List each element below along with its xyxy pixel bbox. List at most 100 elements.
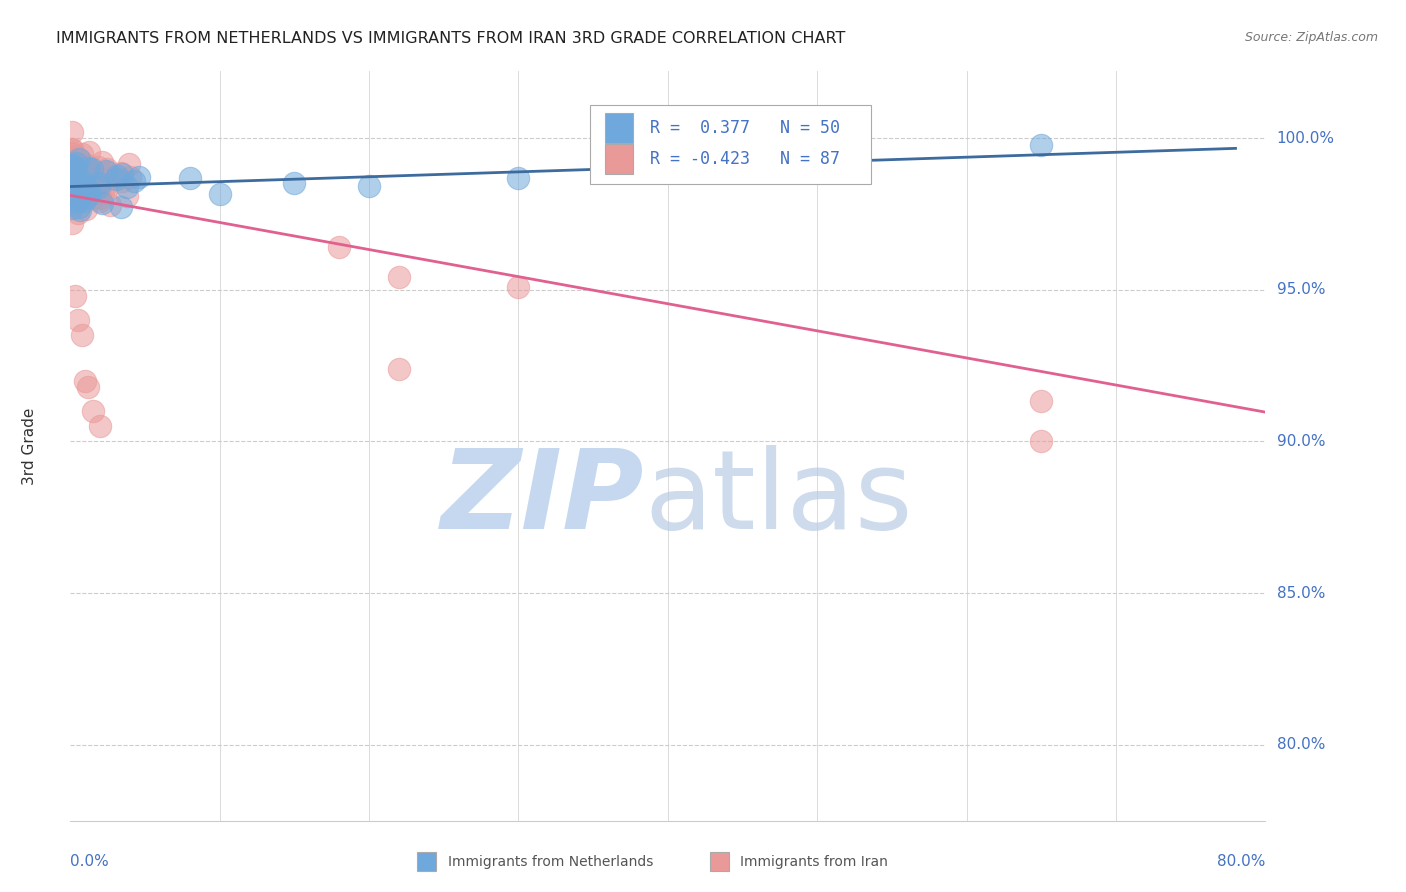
Point (65, 161, 87, 176)
Point (77, 183, 100, 197)
Point (69, 153, 91, 168)
Text: Source: ZipAtlas.com: Source: ZipAtlas.com (1244, 31, 1378, 45)
Point (359, 178, 381, 193)
Point (83, 173, 105, 187)
Point (89, 194, 111, 209)
Point (75, 181, 97, 195)
Point (508, 171, 530, 186)
Point (60, 202, 83, 216)
Point (60, 146, 83, 161)
Point (60, 150, 83, 164)
Point (62, 184, 84, 198)
Point (72, 147, 94, 161)
Point (62, 185, 84, 199)
Point (63, 164, 86, 178)
Text: R = -0.423   N = 87: R = -0.423 N = 87 (650, 150, 839, 168)
Point (60, 184, 83, 198)
Bar (418, 853, 436, 871)
Point (87, 176, 110, 190)
Point (80, 186, 103, 201)
Point (69, 188, 91, 202)
Point (66, 206, 89, 220)
Text: IMMIGRANTS FROM NETHERLANDS VS IMMIGRANTS FROM IRAN 3RD GRADE CORRELATION CHART: IMMIGRANTS FROM NETHERLANDS VS IMMIGRANT… (56, 31, 845, 46)
Point (62, 181, 84, 195)
Text: 100.0%: 100.0% (1277, 130, 1334, 145)
Point (60, 153, 83, 167)
Point (62, 172, 84, 186)
Point (111, 167, 134, 181)
Text: ZIP: ZIP (440, 445, 644, 552)
Point (89, 179, 111, 194)
Point (94, 182, 117, 196)
Text: Immigrants from Netherlands: Immigrants from Netherlands (449, 855, 654, 869)
Point (66, 177, 89, 191)
Point (120, 170, 141, 185)
Point (66, 192, 89, 206)
Point (67, 186, 90, 201)
Point (67, 184, 90, 198)
Point (60, 168, 83, 182)
Point (65, 174, 87, 188)
Text: 3rd Grade: 3rd Grade (22, 408, 37, 484)
Point (328, 240, 350, 254)
Point (60, 125, 83, 139)
Point (179, 171, 201, 186)
Point (89, 419, 111, 434)
Point (67, 170, 90, 185)
Point (60, 143, 83, 157)
Point (118, 157, 141, 171)
Point (60, 146, 83, 161)
Point (69, 168, 91, 182)
Point (87, 160, 110, 174)
Point (111, 174, 134, 188)
Point (388, 361, 411, 376)
Point (63, 178, 86, 193)
Point (1031, 394, 1053, 409)
Text: R =  0.377   N = 50: R = 0.377 N = 50 (650, 119, 839, 136)
Point (115, 189, 138, 203)
Point (76, 163, 98, 178)
Point (76, 160, 98, 174)
Point (66, 163, 89, 178)
Point (60, 177, 83, 191)
Point (60, 162, 83, 177)
Point (60, 173, 83, 187)
Point (208, 186, 231, 201)
Bar (605, 112, 633, 143)
Point (63, 175, 86, 189)
Point (60, 159, 83, 173)
Point (60, 216, 83, 230)
Text: 85.0%: 85.0% (1277, 586, 1324, 600)
Point (89, 191, 111, 205)
Point (69, 188, 91, 202)
Point (96, 177, 118, 191)
Point (73, 174, 96, 188)
Point (69, 165, 91, 179)
Point (72, 172, 94, 186)
Bar (605, 144, 633, 174)
Point (77, 186, 100, 201)
Point (66, 313, 89, 327)
Point (69, 161, 91, 175)
Point (75, 158, 97, 172)
Text: atlas: atlas (644, 445, 912, 552)
Point (63, 173, 86, 187)
Point (80, 167, 103, 181)
Point (62, 183, 84, 197)
Point (66, 183, 89, 197)
Point (83, 191, 105, 205)
Point (60, 158, 83, 172)
Point (91, 196, 114, 211)
Point (79, 186, 101, 200)
Point (124, 174, 146, 188)
Point (1031, 434, 1053, 449)
Point (72, 194, 94, 208)
Point (69, 202, 91, 217)
Point (70, 328, 93, 343)
Text: 95.0%: 95.0% (1277, 282, 1324, 297)
Point (67, 152, 90, 166)
Point (90, 175, 112, 189)
Point (63, 149, 86, 163)
Point (65, 194, 87, 209)
Text: Immigrants from Iran: Immigrants from Iran (740, 855, 887, 869)
